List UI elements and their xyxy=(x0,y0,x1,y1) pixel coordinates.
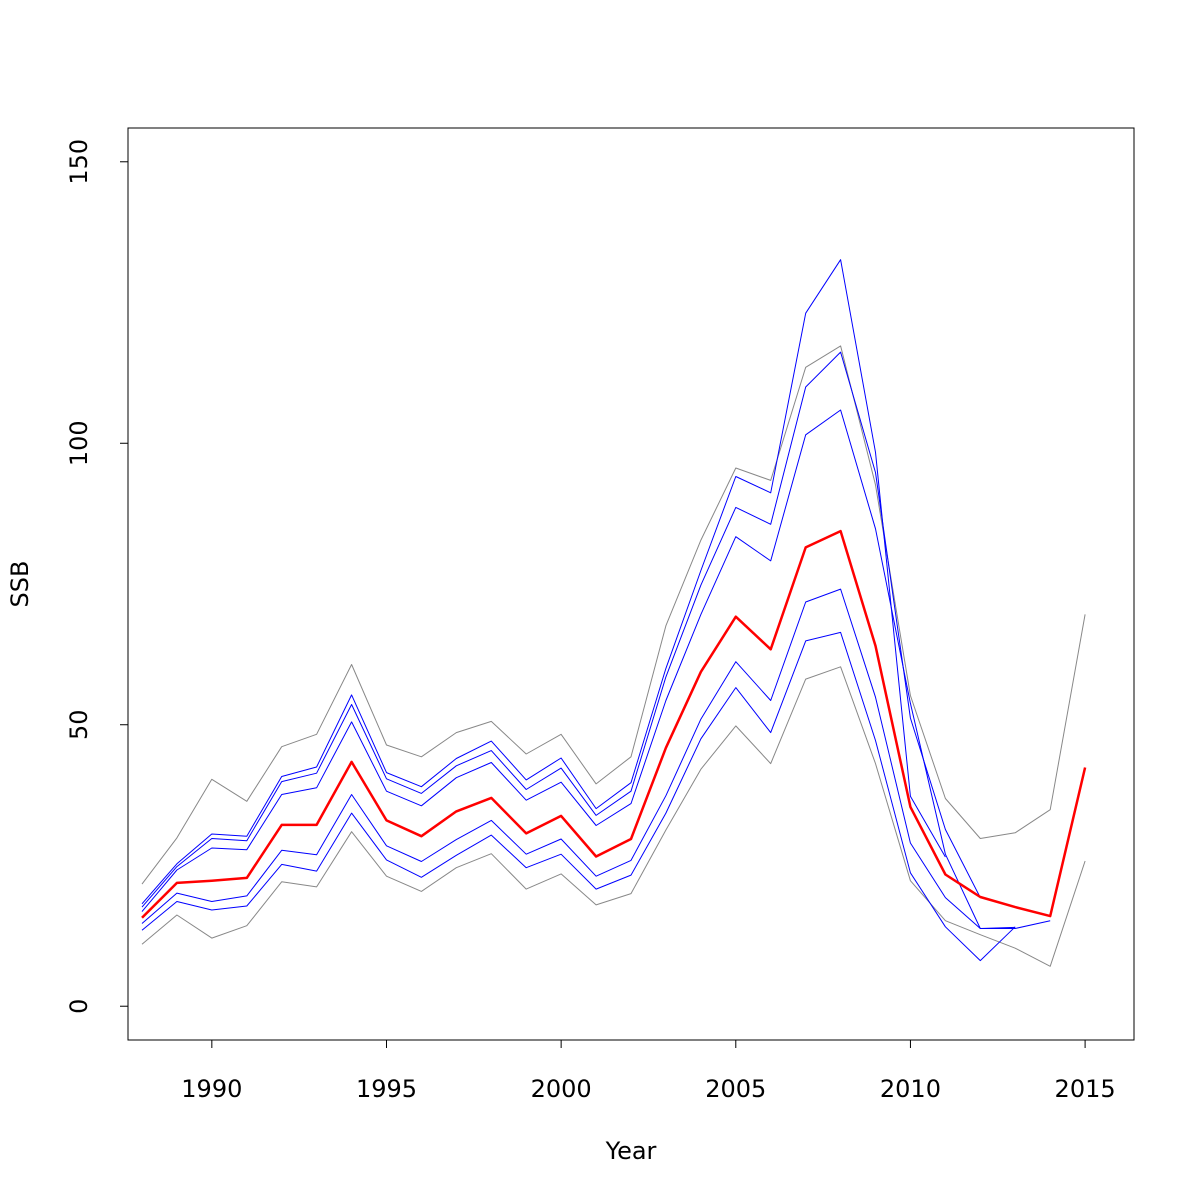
series-line-inner-5 xyxy=(141,588,1016,929)
x-tick-label: 2015 xyxy=(1055,1075,1116,1103)
x-axis: 1990 1995 2000 2005 2010 2015 xyxy=(181,1039,1116,1103)
x-tick-label: 2000 xyxy=(531,1075,592,1103)
x-tick-label: 1990 xyxy=(181,1075,242,1103)
series-layer xyxy=(141,259,1087,967)
x-tick-label: 2005 xyxy=(705,1075,766,1103)
y-axis-title: SSB xyxy=(6,561,34,608)
series-line-inner-4 xyxy=(141,409,1051,929)
plot-frame xyxy=(127,127,1135,1041)
series-line-outer-1 xyxy=(141,666,1086,967)
y-tick-label: 150 xyxy=(65,139,93,185)
x-tick-label: 1995 xyxy=(356,1075,417,1103)
y-tick-label: 100 xyxy=(65,420,93,466)
y-tick-label: 0 xyxy=(65,999,93,1014)
y-tick-label: 50 xyxy=(65,709,93,740)
series-line-inner-2 xyxy=(141,259,946,905)
series-line-outer-0 xyxy=(141,345,1086,885)
series-line-inner-3 xyxy=(141,351,981,908)
x-tick-label: 2010 xyxy=(880,1075,941,1103)
y-axis: 0 50 100 150 xyxy=(65,139,129,1014)
x-axis-title: Year xyxy=(605,1137,657,1165)
series-line-inner-6 xyxy=(141,631,1016,962)
series-line-main-7 xyxy=(141,529,1087,919)
